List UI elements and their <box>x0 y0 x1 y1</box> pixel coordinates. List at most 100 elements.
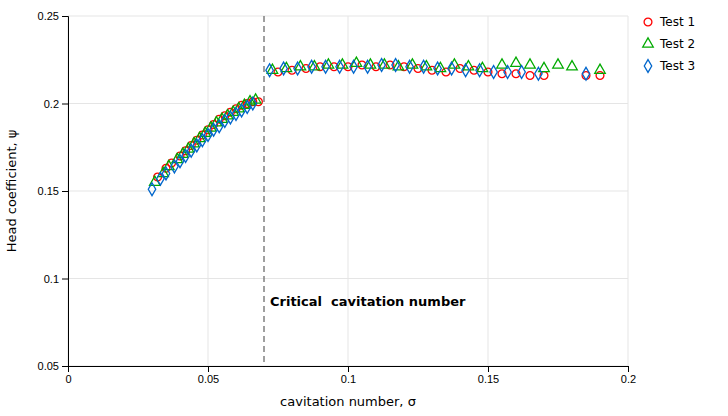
x-axis-line <box>69 367 629 373</box>
y-grid-line <box>68 103 628 104</box>
y-grid-line <box>68 191 628 192</box>
x-tick: 0.15 <box>478 366 499 385</box>
y-axis-line <box>62 17 69 367</box>
point <box>392 59 399 72</box>
critical-line <box>263 16 265 366</box>
legend-label: Test 1 <box>659 15 695 29</box>
point <box>308 60 315 73</box>
chart: 0 0.05 0.1 0.15 0.2 0.05 0.1 0.15 0.2 0.25 cavitat… <box>0 0 728 416</box>
y-tick-label: 0.05 <box>38 360 59 372</box>
legend-item: Test 3 <box>644 59 695 73</box>
point <box>535 67 542 80</box>
x-tick: 0.05 <box>198 366 219 385</box>
y-tick: 0.25 <box>38 10 68 22</box>
legend-item: Test 1 <box>644 15 695 29</box>
point <box>148 183 155 196</box>
y-tick-mark <box>62 191 68 192</box>
point <box>448 62 455 75</box>
y-tick: 0.15 <box>38 185 68 197</box>
y-tick: 0.1 <box>44 273 68 285</box>
point <box>407 59 418 68</box>
x-tick: 0.2 <box>621 366 636 385</box>
x-tick-label: 0.05 <box>198 373 219 385</box>
x-tick: 0 <box>65 366 71 385</box>
y-tick-label: 0.1 <box>44 273 59 285</box>
point <box>582 67 589 80</box>
point <box>222 110 233 119</box>
x-axis-title: cavitation number, σ <box>280 394 416 409</box>
point <box>518 66 525 79</box>
y-tick-label: 0.2 <box>44 98 59 110</box>
point <box>294 62 301 75</box>
point <box>378 59 385 72</box>
x-tick-mark <box>348 366 349 372</box>
y-grid-line <box>68 16 628 17</box>
y-tick: 0.2 <box>44 98 68 110</box>
y-tick-label: 0.25 <box>38 10 59 22</box>
point <box>322 60 329 73</box>
point <box>364 60 371 73</box>
legend-symbol <box>644 60 651 73</box>
point <box>477 62 488 71</box>
x-tick-label: 0.15 <box>478 373 499 385</box>
legend-label: Test 3 <box>659 59 695 73</box>
point <box>295 61 306 70</box>
legend-symbol <box>644 18 652 26</box>
point <box>323 59 334 68</box>
point <box>567 61 578 70</box>
point <box>228 106 239 115</box>
grid <box>68 16 628 366</box>
y-tick-mark <box>62 16 68 17</box>
point <box>504 66 511 79</box>
x-tick-label: 0 <box>65 373 71 385</box>
point <box>239 99 250 108</box>
annotation-label: Critical cavitation number <box>270 294 466 309</box>
point <box>393 61 404 70</box>
point <box>553 59 564 68</box>
x-tick: 0.1 <box>341 366 356 385</box>
y-tick-mark <box>62 366 68 367</box>
y-axis-title: Head coefficient, ψ <box>4 130 19 253</box>
y-grid-line <box>68 278 628 279</box>
x-tick-mark <box>628 366 629 372</box>
point <box>526 72 534 80</box>
point <box>462 64 469 77</box>
y-tick-mark <box>62 104 68 105</box>
point <box>525 59 536 68</box>
x-tick-mark <box>208 366 209 372</box>
legend-symbol <box>643 38 654 47</box>
point <box>511 57 522 66</box>
x-tick-mark <box>488 366 489 372</box>
y-tick: 0.05 <box>38 360 68 372</box>
point <box>476 64 483 77</box>
legend: Test 1 Test 2 Test 3 <box>643 15 695 73</box>
point <box>434 62 441 75</box>
y-tick-label: 0.15 <box>38 185 59 197</box>
point <box>337 59 348 68</box>
point <box>497 59 508 68</box>
series <box>150 57 606 185</box>
point <box>249 97 256 110</box>
point <box>280 62 287 75</box>
point <box>595 64 606 73</box>
point <box>420 60 427 73</box>
legend-label: Test 2 <box>659 37 695 51</box>
y-axis: 0.05 0.1 0.15 0.2 0.25 <box>38 10 69 372</box>
data-area <box>148 16 605 366</box>
y-tick-mark <box>62 279 68 280</box>
point <box>266 64 273 77</box>
point <box>234 103 245 112</box>
point <box>406 60 413 73</box>
plot: 0 0.05 0.1 0.15 0.2 0.05 0.1 0.15 0.2 0.25 cavitat… <box>4 10 636 409</box>
x-tick-label: 0.1 <box>341 373 356 385</box>
point <box>336 60 343 73</box>
series <box>148 59 589 196</box>
point <box>162 167 169 180</box>
legend-item: Test 2 <box>643 37 695 51</box>
series <box>154 61 604 181</box>
point <box>350 60 357 73</box>
x-axis: 0 0.05 0.1 0.15 0.2 <box>65 366 636 385</box>
point <box>490 66 497 79</box>
x-tick-label: 0.2 <box>621 373 636 385</box>
point <box>365 59 376 68</box>
